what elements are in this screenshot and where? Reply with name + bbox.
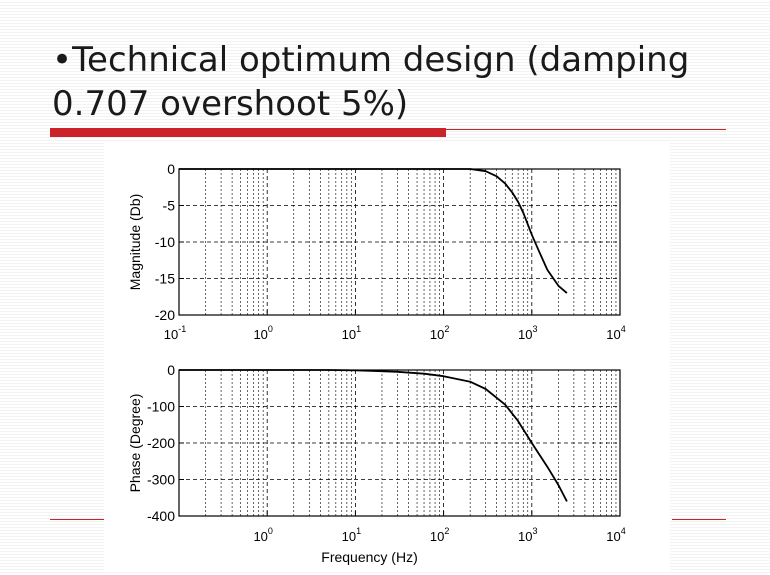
y-tick-label: -5: [163, 198, 176, 214]
x-tick-mantissa: 10: [342, 529, 356, 544]
x-tick-mantissa: 10: [342, 327, 356, 342]
x-tick-exponent: 2: [444, 526, 449, 536]
x-tick-exponent: 4: [621, 526, 626, 536]
x-tick-mantissa: 10: [164, 327, 178, 342]
x-tick-mantissa: 10: [253, 529, 267, 544]
left-divider-rule: [50, 519, 110, 520]
x-tick-mantissa: 10: [518, 327, 532, 342]
x-tick-label: 102: [430, 324, 449, 342]
y-tick-label: 0: [167, 362, 175, 378]
y-tick-label: 0: [167, 161, 175, 177]
x-tick-exponent: 0: [268, 324, 273, 334]
x-tick-mantissa: 10: [606, 327, 620, 342]
x-tick-label: 101: [342, 324, 361, 342]
x-tick-label: 103: [518, 324, 537, 342]
x-tick-mantissa: 10: [518, 529, 532, 544]
x-tick-label: 102: [430, 526, 449, 544]
y-tick-label: -15: [155, 271, 175, 287]
slide-title: •Technical optimum design (damping 0.707 …: [52, 38, 752, 126]
y-axis-label: Magnitude (Db): [127, 194, 143, 291]
x-tick-label: 101: [342, 526, 361, 544]
x-tick-label: 104: [606, 324, 625, 342]
x-tick-exponent: 3: [533, 324, 538, 334]
y-tick-label: -10: [155, 234, 175, 250]
x-axis-label: Frequency (Hz): [321, 549, 417, 565]
y-tick-label: -20: [155, 307, 175, 323]
title-line-2: 0.707 overshoot 5%): [52, 84, 409, 124]
title-accent-rule: [446, 129, 726, 130]
magnitude-curve: [179, 168, 568, 294]
phase-curve: [179, 369, 568, 502]
y-tick-label: -200: [147, 435, 175, 451]
x-tick-label: 10-1: [164, 324, 186, 342]
bode-figure: 0 -5 -10 -15 -20 10-1 100 101 102 103 104 Magnitude…: [104, 141, 670, 571]
x-tick-mantissa: 10: [430, 529, 444, 544]
x-tick-exponent: 3: [533, 526, 538, 536]
x-tick-label: 103: [518, 526, 537, 544]
x-tick-exponent: -1: [178, 324, 186, 334]
title-bullet: •: [52, 40, 73, 80]
title-line-1: Technical optimum design (damping: [72, 40, 690, 80]
x-tick-exponent: 1: [356, 526, 361, 536]
x-tick-exponent: 4: [621, 324, 626, 334]
y-tick-label: -300: [147, 472, 175, 488]
x-tick-label: 100: [253, 526, 272, 544]
x-tick-exponent: 2: [444, 324, 449, 334]
x-tick-label: 104: [606, 526, 625, 544]
y-tick-label: -400: [147, 508, 175, 524]
y-tick-label: -100: [147, 399, 175, 415]
x-tick-mantissa: 10: [606, 529, 620, 544]
x-tick-mantissa: 10: [253, 327, 267, 342]
x-tick-label: 100: [253, 324, 272, 342]
right-divider-rule: [672, 519, 726, 520]
title-accent-bar: [50, 128, 446, 137]
x-tick-exponent: 1: [356, 324, 361, 334]
y-axis-label: Phase (Degree): [127, 394, 143, 493]
x-tick-mantissa: 10: [430, 327, 444, 342]
x-tick-exponent: 0: [268, 526, 273, 536]
